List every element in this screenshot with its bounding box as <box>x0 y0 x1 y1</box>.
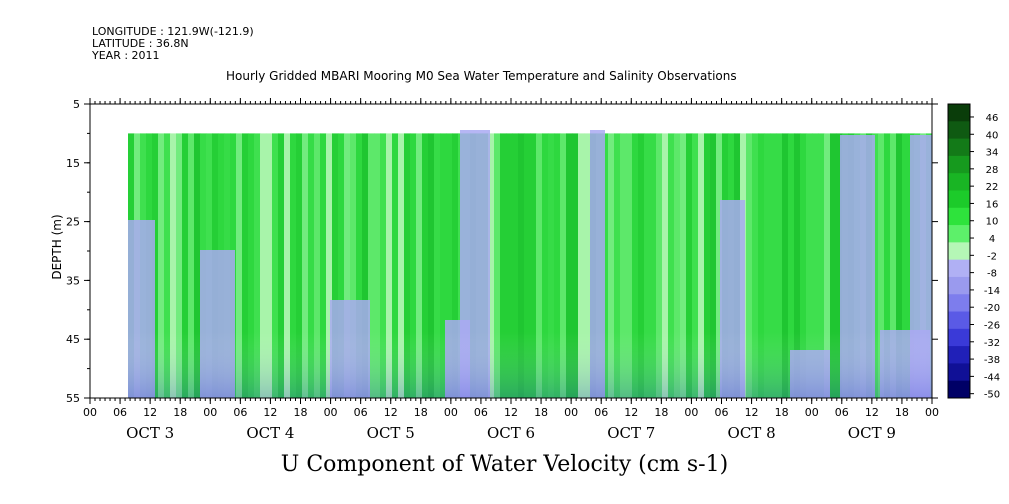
colorbar-swatch <box>948 190 970 209</box>
x-tick-label: 06 <box>594 406 608 419</box>
colorbar-label: 40 <box>986 130 999 141</box>
x-tick-label: 06 <box>233 406 247 419</box>
colorbar-label: -32 <box>984 338 1000 349</box>
x-day-label: OCT 4 <box>246 424 294 442</box>
x-day-label: OCT 8 <box>728 424 776 442</box>
y-tick-label: 45 <box>66 333 80 346</box>
colorbar-label: -8 <box>987 269 997 280</box>
colorbar: 46 40 34 28 22 16 10 4 -2 -8 -14 -20 -26 -32 -38 -44 -50 <box>947 103 1000 401</box>
heatmap-shade <box>128 133 932 398</box>
y-tick-label: 15 <box>66 157 80 170</box>
colorbar-swatch <box>948 207 970 226</box>
colorbar-label: 10 <box>986 217 999 228</box>
x-tick-label: 12 <box>504 406 518 419</box>
colorbar-label: -38 <box>984 355 1000 366</box>
x-tick-label: 12 <box>143 406 157 419</box>
x-day-label: OCT 6 <box>487 424 535 442</box>
x-tick-label: 00 <box>324 406 338 419</box>
x-tick-label: 18 <box>414 406 428 419</box>
x-tick-label: 18 <box>895 406 909 419</box>
colorbar-swatch <box>948 173 970 191</box>
x-day-label: OCT 7 <box>607 424 655 442</box>
colorbar-swatch <box>948 121 970 140</box>
x-tick-label: 06 <box>113 406 127 419</box>
colorbar-label: 4 <box>989 234 995 245</box>
x-tick-label: 18 <box>654 406 668 419</box>
x-tick-label: 06 <box>474 406 488 419</box>
x-tick-label: 18 <box>775 406 789 419</box>
colorbar-swatch <box>948 104 970 122</box>
x-day-label: OCT 5 <box>367 424 415 442</box>
x-tick-label: 18 <box>294 406 308 419</box>
colorbar-swatch <box>948 138 970 157</box>
colorbar-label: 22 <box>986 182 999 193</box>
x-tick-label: 06 <box>835 406 849 419</box>
colorbar-label: 16 <box>986 199 999 210</box>
colorbar-label: 28 <box>986 165 999 176</box>
x-day-label: OCT 9 <box>848 424 896 442</box>
x-tick-label: 18 <box>534 406 548 419</box>
chart-title: Hourly Gridded MBARI Mooring M0 Sea Wate… <box>226 69 737 83</box>
colorbar-swatch <box>948 259 970 278</box>
colorbar-label: -14 <box>984 286 1000 297</box>
x-axis-title: U Component of Water Velocity (cm s-1) <box>280 452 729 477</box>
colorbar-swatch <box>948 242 970 261</box>
colorbar-swatch <box>948 380 970 399</box>
x-tick-label: 12 <box>624 406 638 419</box>
x-tick-label: 00 <box>684 406 698 419</box>
heatmap-field <box>128 130 933 398</box>
x-tick-label: 12 <box>384 406 398 419</box>
colorbar-label: -44 <box>984 372 1000 383</box>
colorbar-label: -26 <box>984 321 1000 332</box>
colorbar-label: -20 <box>984 303 1000 314</box>
x-day-label: OCT 3 <box>126 424 174 442</box>
colorbar-swatch <box>948 225 970 243</box>
x-tick-label: 00 <box>805 406 819 419</box>
colorbar-swatch <box>948 328 970 347</box>
x-tick-label: 06 <box>715 406 729 419</box>
colorbar-frame <box>947 103 971 399</box>
colorbar-label: 46 <box>986 113 999 124</box>
colorbar-swatch <box>948 346 970 364</box>
y-tick-label: 55 <box>66 392 80 405</box>
colorbar-swatch <box>948 155 970 174</box>
colorbar-label: -50 <box>984 390 1000 401</box>
y-tick-label: 5 <box>73 98 80 111</box>
x-tick-label: 00 <box>203 406 217 419</box>
x-tick-label: 12 <box>745 406 759 419</box>
colorbar-swatch <box>948 294 970 313</box>
x-tick-label: 00 <box>83 406 97 419</box>
longitude-label: LONGITUDE : 121.9W(-121.9) <box>92 25 254 38</box>
x-tick-label: 00 <box>444 406 458 419</box>
x-tick-label: 12 <box>865 406 879 419</box>
colorbar-swatch <box>948 311 970 330</box>
colorbar-swatch <box>948 276 970 295</box>
colorbar-label: 34 <box>986 148 999 159</box>
colorbar-swatch <box>948 363 970 382</box>
latitude-label: LATITUDE : 36.8N <box>92 37 189 50</box>
x-tick-label: 12 <box>263 406 277 419</box>
x-tick-label: 18 <box>173 406 187 419</box>
x-tick-label: 06 <box>354 406 368 419</box>
x-tick-label: 00 <box>925 406 939 419</box>
year-label: YEAR : 2011 <box>92 49 160 62</box>
x-tick-label: 00 <box>564 406 578 419</box>
colorbar-label: -2 <box>987 251 997 262</box>
y-tick-label: 35 <box>66 274 80 287</box>
y-tick-label: 25 <box>66 216 80 229</box>
